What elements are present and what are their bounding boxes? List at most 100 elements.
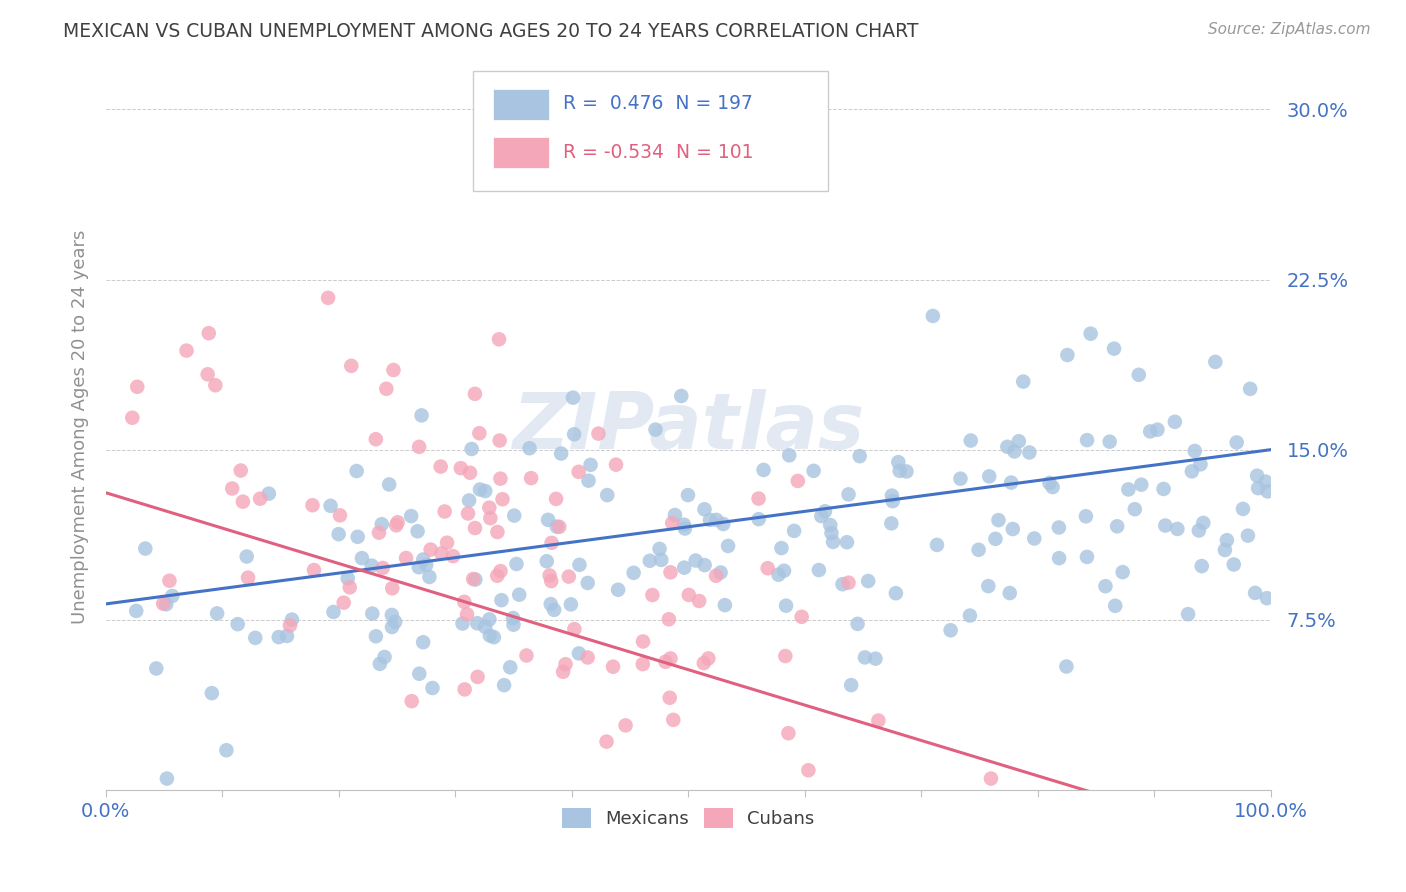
- Point: [638, 554, 661, 568]
- Point: [474, 483, 496, 498]
- Point: [267, 630, 290, 644]
- Point: [381, 581, 404, 595]
- Point: [382, 363, 405, 377]
- Point: [949, 472, 972, 486]
- Point: [538, 568, 561, 582]
- Point: [977, 579, 1000, 593]
- Point: [464, 521, 486, 535]
- Point: [644, 423, 666, 437]
- Point: [568, 465, 591, 479]
- Point: [921, 309, 943, 323]
- Text: Source: ZipAtlas.com: Source: ZipAtlas.com: [1208, 22, 1371, 37]
- Point: [856, 574, 879, 588]
- Point: [778, 448, 800, 462]
- Point: [464, 387, 486, 401]
- Point: [1247, 481, 1270, 495]
- Point: [453, 682, 475, 697]
- Point: [770, 541, 793, 555]
- Point: [197, 326, 219, 341]
- Point: [395, 551, 418, 566]
- Point: [159, 574, 181, 588]
- Point: [1146, 423, 1168, 437]
- Point: [880, 516, 903, 531]
- Text: ZIPatlas: ZIPatlas: [512, 389, 865, 465]
- Point: [998, 586, 1021, 600]
- Point: [433, 504, 456, 518]
- Point: [775, 599, 797, 613]
- Point: [887, 455, 910, 469]
- Point: [558, 569, 581, 583]
- Point: [1177, 607, 1199, 622]
- Point: [671, 389, 693, 403]
- Point: [939, 624, 962, 638]
- Point: [1130, 477, 1153, 491]
- Point: [458, 493, 481, 508]
- Point: [1226, 435, 1249, 450]
- Point: [1191, 559, 1213, 574]
- FancyBboxPatch shape: [492, 137, 548, 168]
- Point: [371, 517, 394, 532]
- Point: [457, 507, 479, 521]
- Point: [1139, 425, 1161, 439]
- Point: [614, 718, 637, 732]
- Point: [540, 574, 562, 588]
- Point: [835, 535, 858, 549]
- Point: [346, 464, 368, 478]
- Point: [302, 563, 325, 577]
- Point: [176, 343, 198, 358]
- Point: [562, 391, 585, 405]
- Point: [623, 566, 645, 580]
- Point: [839, 678, 862, 692]
- Point: [1256, 591, 1278, 606]
- Point: [1213, 543, 1236, 558]
- Point: [659, 566, 682, 580]
- Point: [602, 659, 624, 673]
- Point: [648, 541, 671, 556]
- Point: [378, 477, 401, 491]
- Point: [778, 726, 800, 740]
- Point: [650, 553, 672, 567]
- Point: [1192, 516, 1215, 530]
- Point: [340, 359, 363, 373]
- Point: [384, 615, 406, 629]
- Point: [711, 516, 734, 531]
- Point: [837, 487, 859, 501]
- Point: [1239, 382, 1261, 396]
- Point: [846, 616, 869, 631]
- Point: [1184, 444, 1206, 458]
- Point: [478, 629, 501, 643]
- Point: [1056, 348, 1078, 362]
- Point: [714, 598, 737, 612]
- Point: [848, 449, 870, 463]
- Point: [865, 651, 887, 665]
- Point: [831, 577, 853, 591]
- Point: [232, 494, 254, 508]
- Point: [576, 576, 599, 591]
- Text: R =  0.476  N = 197: R = 0.476 N = 197: [562, 95, 752, 113]
- Point: [281, 613, 304, 627]
- Point: [786, 474, 808, 488]
- Point: [641, 588, 664, 602]
- Point: [1254, 475, 1277, 489]
- Point: [408, 440, 430, 454]
- Point: [995, 440, 1018, 454]
- Point: [554, 657, 576, 672]
- Point: [853, 650, 876, 665]
- Point: [548, 520, 571, 534]
- Point: [505, 557, 527, 571]
- Point: [1080, 326, 1102, 341]
- Point: [156, 772, 179, 786]
- Point: [1012, 375, 1035, 389]
- Point: [1188, 524, 1211, 538]
- Point: [502, 611, 524, 625]
- Point: [508, 588, 530, 602]
- Point: [967, 542, 990, 557]
- Point: [489, 472, 512, 486]
- Point: [659, 651, 682, 665]
- Point: [693, 502, 716, 516]
- Point: [562, 427, 585, 442]
- Point: [1002, 444, 1025, 458]
- Point: [704, 568, 727, 582]
- Point: [467, 670, 489, 684]
- Point: [406, 524, 429, 539]
